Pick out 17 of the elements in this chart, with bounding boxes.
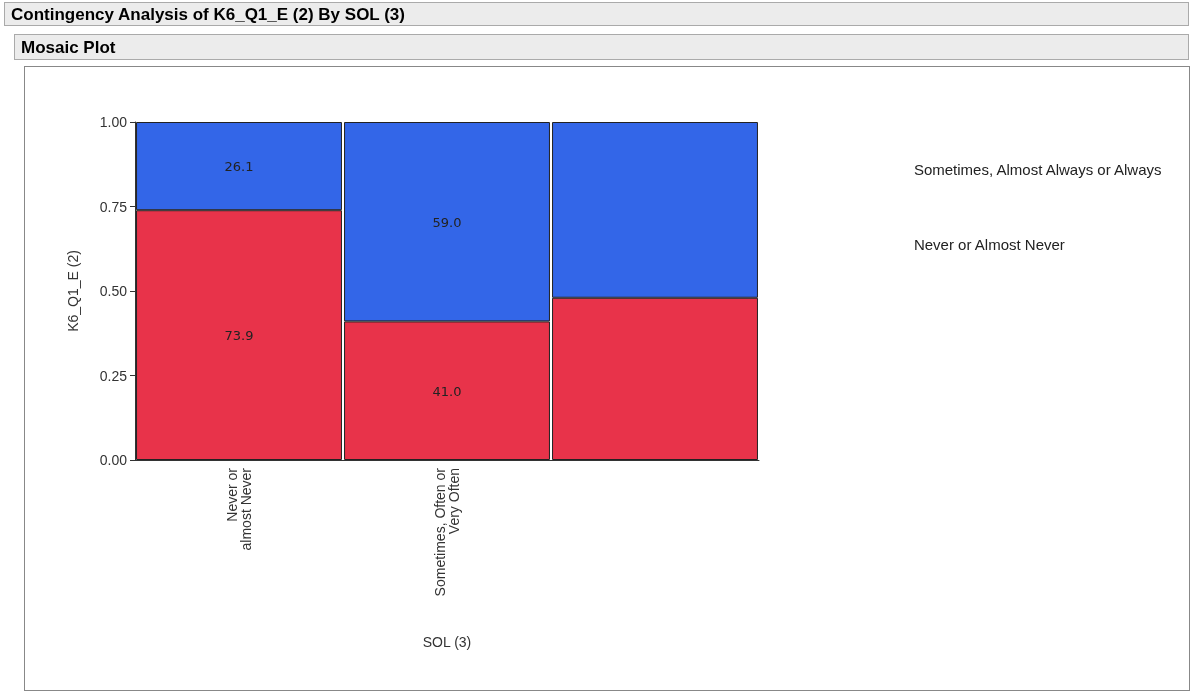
x-tick-label: Never or almost Never	[224, 467, 254, 551]
text: Never or Almost Never	[913, 236, 1065, 253]
y-tick-label: 1.00	[99, 114, 128, 130]
annotation: 59.0	[432, 214, 462, 230]
annotation: 26.1	[224, 158, 254, 174]
x-axis-title: SOL (3)	[422, 634, 472, 650]
chart-title: Contingency Analysis of K6_Q1_E (2) By SOL (3)	[4, 2, 1189, 26]
annotation: 41.0	[432, 383, 462, 399]
chart-subtitle: Mosaic Plot	[14, 34, 1189, 60]
y-tick-label: 0.50	[99, 283, 128, 299]
y-tick-label: 0.75	[99, 198, 128, 215]
text: Sometimes, Almost Always or Always	[913, 161, 1162, 178]
y-axis-title: K6_Q1_E (2)	[65, 250, 81, 332]
annotation: 73.9	[224, 327, 254, 343]
y-tick-label: 0.25	[99, 367, 128, 384]
x-tick-label: Sometimes, Often or Very Often	[432, 467, 462, 597]
y-tick-label: 0.00	[99, 452, 128, 468]
